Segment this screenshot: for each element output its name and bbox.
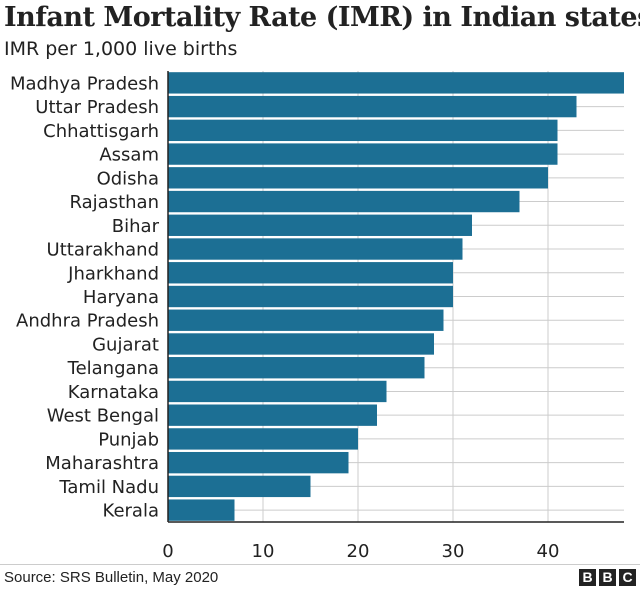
source-note: Source: SRS Bulletin, May 2020 [4,569,219,586]
category-label-9: Haryana [83,287,159,308]
x-axis: 0 10 20 30 40 [162,71,624,562]
bar-10 [168,309,444,331]
category-label-15: Punjab [98,429,159,450]
bbc-logo-letter-2: B [599,569,616,586]
bar-8 [168,262,453,284]
category-label-3: Assam [99,145,159,166]
bbc-logo: B B C [579,569,636,586]
category-label-2: Chhattisgarh [43,121,159,142]
bar-18 [168,499,235,521]
category-label-6: Bihar [112,216,160,237]
category-label-7: Uttarakhand [47,240,159,261]
bar-6 [168,214,472,236]
footer-divider [0,564,640,565]
bbc-logo-letter-1: B [579,569,596,586]
bar-13 [168,380,387,403]
bars [168,72,624,521]
bbc-logo-letter-3: C [619,569,636,586]
category-label-12: Telangana [67,358,159,379]
bar-14 [168,404,377,426]
category-label-8: Jharkhand [67,263,159,284]
category-label-11: Gujarat [92,334,159,355]
bar-4 [168,167,548,189]
bar-7 [168,238,463,260]
x-tick-label-40: 40 [537,541,560,562]
x-tick-label-20: 20 [347,541,370,562]
bar-16 [168,451,349,474]
bar-1 [168,95,577,118]
x-tick-label-30: 30 [442,541,465,562]
category-label-14: West Bengal [47,406,159,427]
bar-17 [168,475,311,498]
category-label-18: Kerala [103,501,159,522]
bar-2 [168,119,558,142]
category-label-0: Madhya Pradesh [10,73,159,94]
bar-11 [168,333,434,355]
category-label-13: Karnataka [68,382,159,403]
bar-0 [168,72,624,94]
category-label-10: Andhra Pradesh [16,311,159,332]
x-tick-label-0: 0 [162,541,173,562]
chart-subtitle: IMR per 1,000 live births [4,38,238,60]
category-label-1: Uttar Pradesh [35,97,159,118]
bar-15 [168,428,358,450]
x-tick-label-10: 10 [252,541,275,562]
bar-5 [168,190,520,213]
category-label-5: Rajasthan [70,192,159,213]
category-labels: Madhya Pradesh Uttar Pradesh Chhattisgarh A… [10,73,160,521]
chart-title: Infant Mortality Rate (IMR) in Indian st… [4,2,640,33]
bar-9 [168,285,453,308]
category-label-4: Odisha [97,168,159,189]
bar-3 [168,143,558,165]
category-label-16: Maharashtra [45,453,159,474]
category-label-17: Tamil Nadu [58,477,159,498]
bar-12 [168,357,425,379]
